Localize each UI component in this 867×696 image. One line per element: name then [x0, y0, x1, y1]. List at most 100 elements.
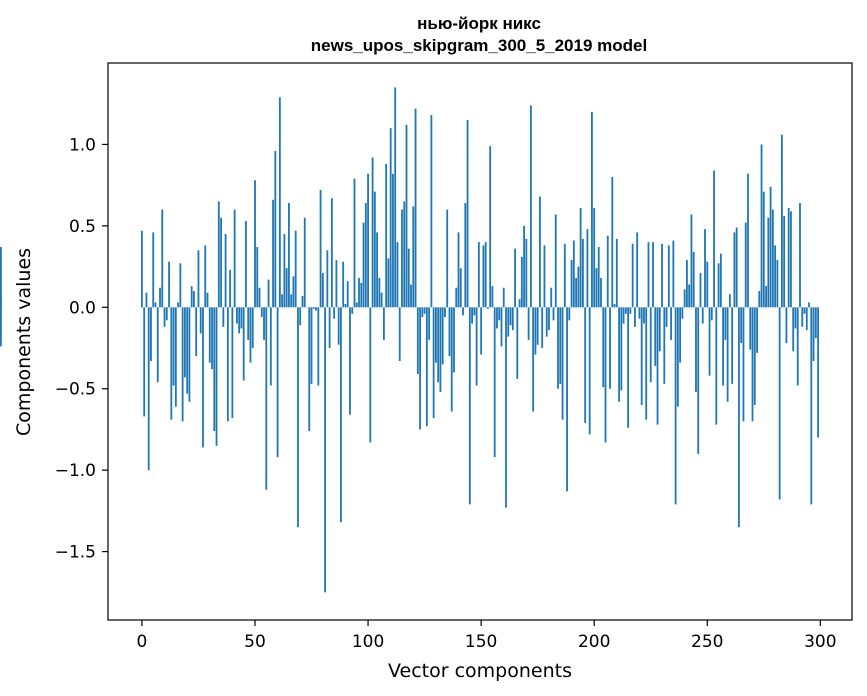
bar-228: [656, 307, 659, 425]
bar-139: [455, 287, 458, 308]
bar-210: [615, 238, 618, 308]
bar-78: [317, 307, 320, 386]
y-tick-label: −0.5: [55, 380, 96, 400]
bar-42: [236, 307, 238, 324]
bar-271: [753, 307, 756, 406]
bar-207: [609, 307, 611, 389]
bar-153: [487, 307, 489, 309]
bar-59: [274, 150, 277, 308]
bar-263: [735, 227, 738, 308]
bar-56: [267, 279, 270, 308]
bar-65: [288, 203, 290, 308]
bar-283: [780, 134, 783, 308]
bar-258: [724, 307, 727, 340]
bar-25: [197, 250, 200, 308]
bar-77: [315, 307, 317, 311]
x-tick-label: 150: [465, 632, 497, 652]
bar-218: [634, 307, 636, 327]
bar-15: [174, 307, 177, 407]
y-tick-label: −1.0: [55, 461, 96, 481]
bar-34: [217, 201, 220, 308]
bar-259: [726, 307, 729, 402]
bar-279: [771, 209, 774, 308]
bar-299: [817, 307, 819, 438]
bar-194: [579, 207, 582, 308]
bar-174: [534, 307, 537, 355]
bar-35: [220, 217, 222, 308]
bar-167: [518, 299, 521, 308]
bar-4: [150, 307, 152, 362]
bar-29: [206, 292, 209, 308]
bar-10: [163, 307, 166, 327]
bar-246: [697, 307, 700, 454]
bar-247: [699, 273, 702, 308]
bar-55: [265, 307, 268, 490]
bar-159: [500, 307, 503, 347]
bar-series: [0, 87, 819, 593]
bar-57: [269, 307, 272, 386]
bar-239: [681, 307, 684, 319]
bar-292: [801, 307, 804, 327]
bar-297: [812, 307, 815, 362]
bar-61: [278, 97, 281, 308]
bar-19: [183, 307, 186, 378]
bar-202: [597, 247, 600, 308]
bar-101: [369, 307, 372, 443]
bar-229: [658, 307, 661, 352]
bar-31: [211, 307, 213, 370]
bar-5: [152, 232, 155, 308]
bar-23: [193, 291, 195, 308]
bar-152: [484, 242, 487, 308]
bar-285: [785, 307, 788, 344]
bar-234: [670, 307, 672, 340]
bar-13: [170, 307, 173, 420]
bar-235: [672, 240, 675, 308]
bar-273: [758, 291, 761, 308]
bar-36: [222, 307, 225, 327]
bar-102: [371, 157, 374, 308]
bar-224: [647, 242, 650, 308]
bar-83: [328, 307, 331, 349]
bar-53: [260, 307, 263, 318]
bar-118: [407, 248, 410, 308]
bar-275: [762, 191, 765, 308]
bar-242: [688, 284, 691, 308]
bar-211: [618, 307, 620, 402]
bar-50: [254, 180, 256, 308]
bar-282: [778, 307, 781, 500]
bar-134: [444, 307, 446, 318]
bar-160: [502, 287, 505, 308]
bar-103: [373, 191, 376, 308]
bar-11: [165, 307, 168, 321]
bar-14: [172, 307, 175, 386]
bar-2: [145, 292, 148, 308]
bar-195: [581, 238, 584, 308]
y-axis: −1.5 −1.0 −0.5 0.0 0.5 1.0: [55, 135, 108, 563]
bar-198: [588, 307, 591, 435]
bar-84: [330, 198, 333, 308]
bar-121: [414, 108, 417, 308]
bar-undefined: [0, 247, 2, 308]
bar-294: [805, 307, 808, 331]
bar-265: [740, 307, 743, 344]
bar-276: [765, 286, 767, 308]
y-tick-label: 0.0: [69, 298, 96, 318]
bar-108: [385, 163, 388, 308]
bar-86: [335, 260, 338, 308]
bar-66: [290, 294, 293, 308]
x-tick-label: 250: [691, 632, 723, 652]
bar-9: [161, 209, 164, 308]
bar-176: [539, 196, 541, 308]
bar-269: [749, 307, 752, 350]
bar-76: [312, 307, 315, 309]
bar-106: [380, 292, 383, 308]
bar-81: [324, 307, 326, 593]
bar-67: [292, 276, 295, 308]
bar-209: [613, 304, 616, 308]
bar-205: [604, 307, 607, 443]
bar-30: [208, 307, 211, 363]
bar-137: [450, 307, 453, 412]
bar-79: [319, 190, 322, 308]
bar-17: [179, 263, 182, 308]
bar-119: [410, 284, 412, 308]
